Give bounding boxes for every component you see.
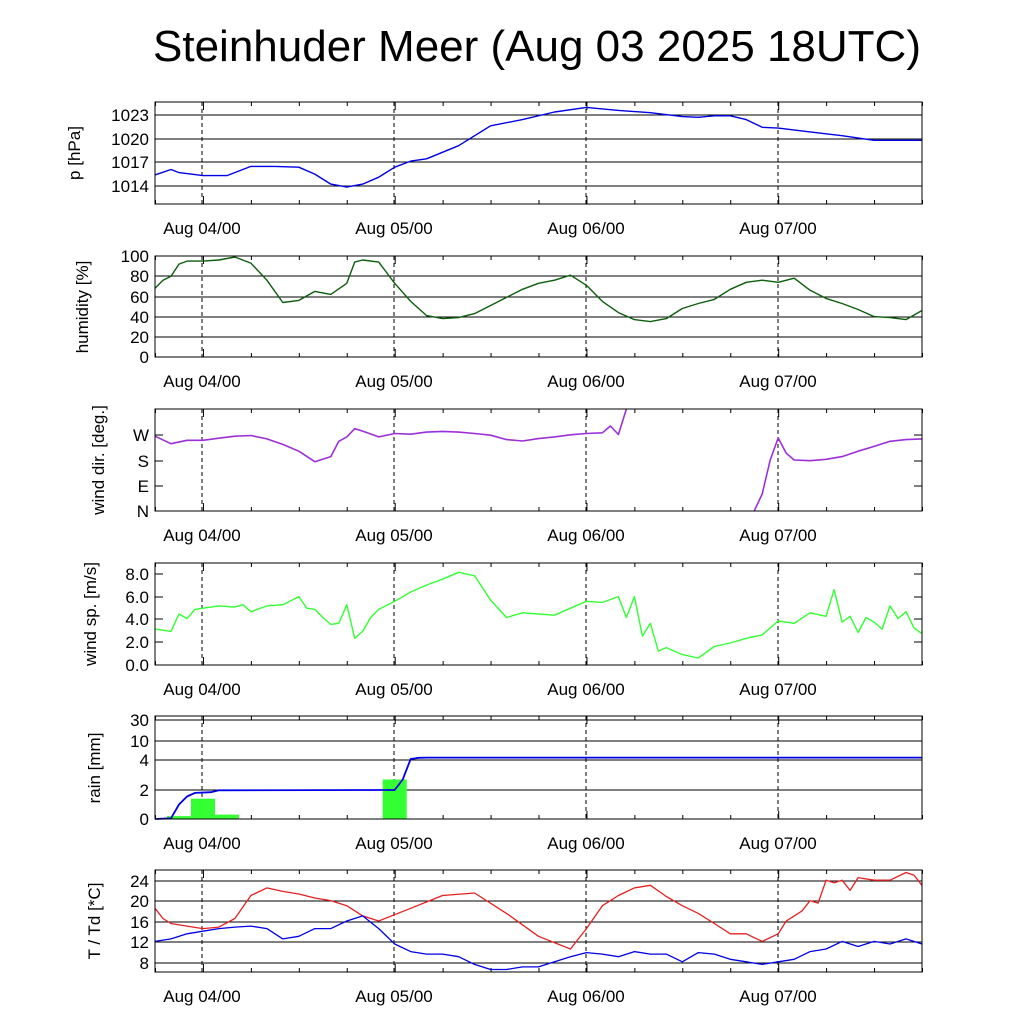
rain-y-tick-label: 10 xyxy=(130,732,149,751)
humidity-y-tick-label: 100 xyxy=(121,247,149,266)
temperature-and-dewpoint-y-tick-label: 12 xyxy=(130,933,149,952)
wind-speed-y-tick-label: 4.0 xyxy=(125,610,149,629)
humidity-y-tick-label: 80 xyxy=(130,267,149,286)
wind-direction-x-tick-label: Aug 07/00 xyxy=(739,526,817,545)
wind-direction-panel-frame xyxy=(154,408,923,512)
rain-y-tick-label: 0 xyxy=(140,810,149,829)
humidity-y-tick-label: 0 xyxy=(140,348,149,367)
wind-speed-x-tick-label: Aug 05/00 xyxy=(355,680,433,699)
rain-y-tick-label: 30 xyxy=(130,711,149,730)
temperature-and-dewpoint-x-tick-label: Aug 06/00 xyxy=(547,987,625,1006)
rain-bar xyxy=(382,779,407,819)
temperature-and-dewpoint-y-tick-label: 16 xyxy=(130,913,149,932)
humidity-y-tick-label: 20 xyxy=(130,328,149,347)
wind-speed-line xyxy=(154,571,923,659)
humidity-x-tick-label: Aug 05/00 xyxy=(355,372,433,391)
page-title: Steinhuder Meer (Aug 03 2025 18UTC) xyxy=(153,22,921,71)
wind-direction-x-tick-label: Aug 06/00 xyxy=(547,526,625,545)
temperature-and-dewpoint-y-tick-label: 8 xyxy=(140,954,149,973)
wind-speed-y-tick-label: 8.0 xyxy=(125,565,149,584)
temperature-and-dewpoint-y-tick-label: 20 xyxy=(130,892,149,911)
wind-direction-y-tick-label: E xyxy=(138,477,149,496)
rain-panel-frame xyxy=(154,715,923,820)
rain-x-tick-label: Aug 05/00 xyxy=(355,834,433,853)
temperature-and-dewpoint-x-tick-label: Aug 04/00 xyxy=(163,987,241,1006)
humidity-x-tick-label: Aug 04/00 xyxy=(163,372,241,391)
rain-axis-label: rain [mm] xyxy=(85,733,104,804)
wind-direction-line xyxy=(154,408,628,463)
humidity-axis-label: humidity [%] xyxy=(73,261,92,354)
humidity-y-tick-label: 60 xyxy=(130,288,149,307)
pressure-x-tick-label: Aug 05/00 xyxy=(355,219,433,238)
humidity-y-tick-label: 40 xyxy=(130,308,149,327)
pressure-panel-frame xyxy=(154,101,923,205)
rain-bar xyxy=(167,816,191,819)
rain-y-tick-label: 2 xyxy=(140,781,149,800)
pressure-line xyxy=(154,106,922,188)
wind-direction-y-tick-label: W xyxy=(133,426,149,445)
pressure-x-tick-label: Aug 06/00 xyxy=(547,219,625,238)
rain-cumulative-line xyxy=(154,756,922,820)
wind-speed-x-tick-label: Aug 06/00 xyxy=(547,680,625,699)
temperature-line xyxy=(154,871,923,950)
temperature-and-dewpoint-y-tick-label: 24 xyxy=(130,872,149,891)
wind-direction-x-tick-label: Aug 05/00 xyxy=(355,526,433,545)
wind-speed-y-tick-label: 6.0 xyxy=(125,588,149,607)
wind-direction-line xyxy=(753,437,923,512)
pressure-x-tick-label: Aug 04/00 xyxy=(163,219,241,238)
wind-direction-axis-label: wind dir. [deg.] xyxy=(89,405,108,516)
pressure-x-tick-label: Aug 07/00 xyxy=(739,219,817,238)
wind-direction-y-tick-label: N xyxy=(137,502,149,521)
dewpoint-line xyxy=(154,915,923,971)
pressure-y-tick-label: 1020 xyxy=(111,130,149,149)
wind-direction-y-tick-label: S xyxy=(138,452,149,471)
pressure-y-tick-label: 1017 xyxy=(111,153,149,172)
wind-speed-panel-frame xyxy=(154,562,923,666)
rain-bar xyxy=(191,798,215,819)
humidity-line xyxy=(154,256,923,323)
temperature-and-dewpoint-x-tick-label: Aug 07/00 xyxy=(739,987,817,1006)
rain-bar xyxy=(214,814,239,819)
humidity-x-tick-label: Aug 06/00 xyxy=(547,372,625,391)
humidity-panel-frame xyxy=(154,255,923,358)
pressure-y-tick-label: 1014 xyxy=(111,177,149,196)
wind-speed-y-tick-label: 0.0 xyxy=(125,656,149,675)
temperature-and-dewpoint-x-tick-label: Aug 05/00 xyxy=(355,987,433,1006)
rain-x-tick-label: Aug 07/00 xyxy=(739,834,817,853)
wind-direction-x-tick-label: Aug 04/00 xyxy=(163,526,241,545)
rain-y-tick-label: 4 xyxy=(140,751,149,770)
rain-x-tick-label: Aug 06/00 xyxy=(547,834,625,853)
wind-speed-axis-label: wind sp. [m/s] xyxy=(81,562,100,667)
pressure-axis-label: p [hPa] xyxy=(65,126,84,180)
temperature-and-dewpoint-panel-frame xyxy=(154,869,923,973)
wind-speed-y-tick-label: 2.0 xyxy=(125,633,149,652)
temperature-and-dewpoint-axis-label: T / Td [*C] xyxy=(85,883,104,960)
pressure-y-tick-label: 1023 xyxy=(111,106,149,125)
rain-x-tick-label: Aug 04/00 xyxy=(163,834,241,853)
humidity-x-tick-label: Aug 07/00 xyxy=(739,372,817,391)
wind-speed-x-tick-label: Aug 04/00 xyxy=(163,680,241,699)
wind-speed-x-tick-label: Aug 07/00 xyxy=(739,680,817,699)
